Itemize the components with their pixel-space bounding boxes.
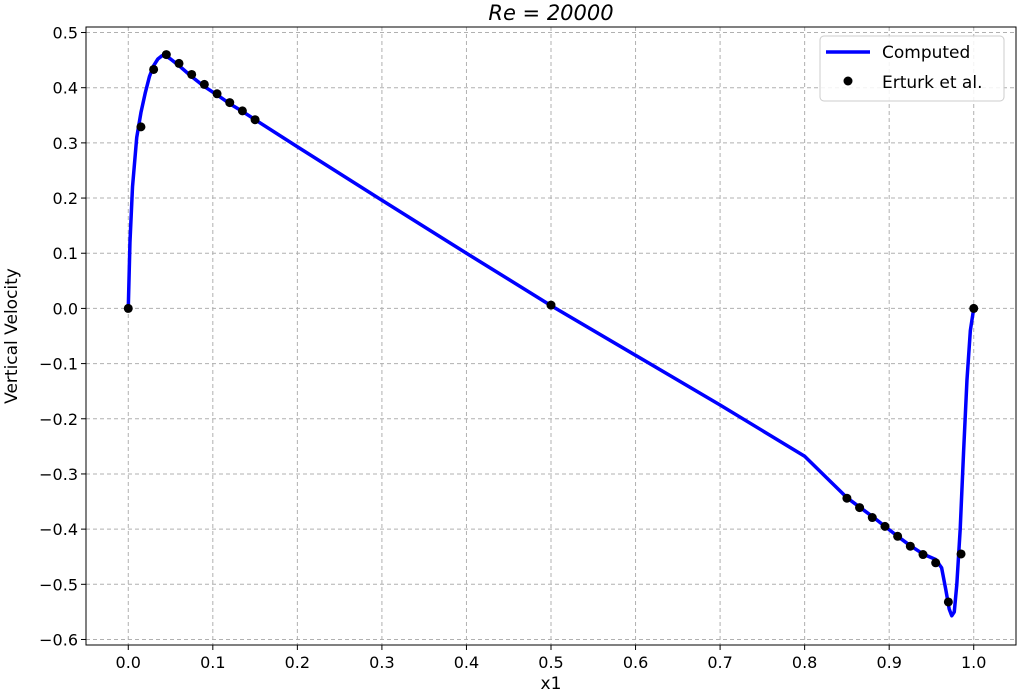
erturk-data-point <box>969 303 979 313</box>
y-tick-label: 0.4 <box>53 79 78 98</box>
erturk-data-point <box>250 115 260 125</box>
erturk-data-point <box>905 541 915 551</box>
y-tick-label: −0.1 <box>39 355 78 374</box>
x-tick-label: 0.9 <box>876 653 901 672</box>
y-tick-label: 0.3 <box>53 134 78 153</box>
x-tick-label: 0.4 <box>454 653 479 672</box>
erturk-data-point <box>867 513 877 523</box>
y-tick-label: −0.4 <box>39 520 78 539</box>
x-tick-label: 0.5 <box>538 653 563 672</box>
y-tick-label: −0.5 <box>39 575 78 594</box>
erturk-data-point <box>918 550 928 560</box>
y-tick-label: 0.5 <box>53 24 78 43</box>
erturk-data-point <box>855 503 865 513</box>
y-tick-label: −0.2 <box>39 410 78 429</box>
y-axis-title: Vertical Velocity <box>2 268 22 404</box>
y-tick-label: −0.6 <box>39 630 78 649</box>
x-axis-title: x1 <box>541 674 562 694</box>
x-tick-label: 0.2 <box>285 653 310 672</box>
erturk-data-point <box>931 558 941 568</box>
y-tick-label: 0.2 <box>53 189 78 208</box>
erturk-data-point <box>149 64 159 74</box>
erturk-data-point <box>943 597 953 607</box>
erturk-data-point <box>136 122 146 132</box>
legend: Computed Erturk et al. <box>819 35 1005 102</box>
x-tick-label: 0.3 <box>369 653 394 672</box>
erturk-data-point <box>880 521 890 531</box>
erturk-data-point <box>225 98 235 108</box>
erturk-data-point <box>123 303 133 313</box>
y-tick-label: 0.1 <box>53 244 78 263</box>
x-tick-label: 1.0 <box>961 653 986 672</box>
erturk-data-point <box>237 106 247 116</box>
x-tick-label: 0.7 <box>707 653 732 672</box>
erturk-data-point <box>893 531 903 541</box>
erturk-data-point <box>212 89 222 99</box>
x-tick-label: 0.8 <box>792 653 817 672</box>
erturk-data-point <box>199 79 209 89</box>
x-tick-label: 0.0 <box>116 653 141 672</box>
x-tick-label: 0.1 <box>200 653 225 672</box>
erturk-data-point <box>161 50 171 60</box>
y-tick-label: −0.3 <box>39 465 78 484</box>
chart-title: Re = 20000 <box>488 1 613 25</box>
erturk-data-point <box>842 493 852 503</box>
tick-layer: 0.0 0.1 0.2 0.3 0.4 0.5 0.6 0.7 0.8 0.9 1.0 0.5 0.4 0… <box>39 24 986 672</box>
point-layer <box>123 50 979 607</box>
erturk-data-point <box>546 300 556 310</box>
legend-marker-swatch <box>843 76 853 86</box>
legend-label-erturk: Erturk et al. <box>882 73 982 93</box>
erturk-data-point <box>187 69 197 79</box>
erturk-data-point <box>174 58 184 68</box>
erturk-data-point <box>956 549 966 559</box>
y-tick-label: 0.0 <box>53 299 78 318</box>
legend-label-computed: Computed <box>882 43 970 63</box>
x-tick-label: 0.6 <box>623 653 648 672</box>
